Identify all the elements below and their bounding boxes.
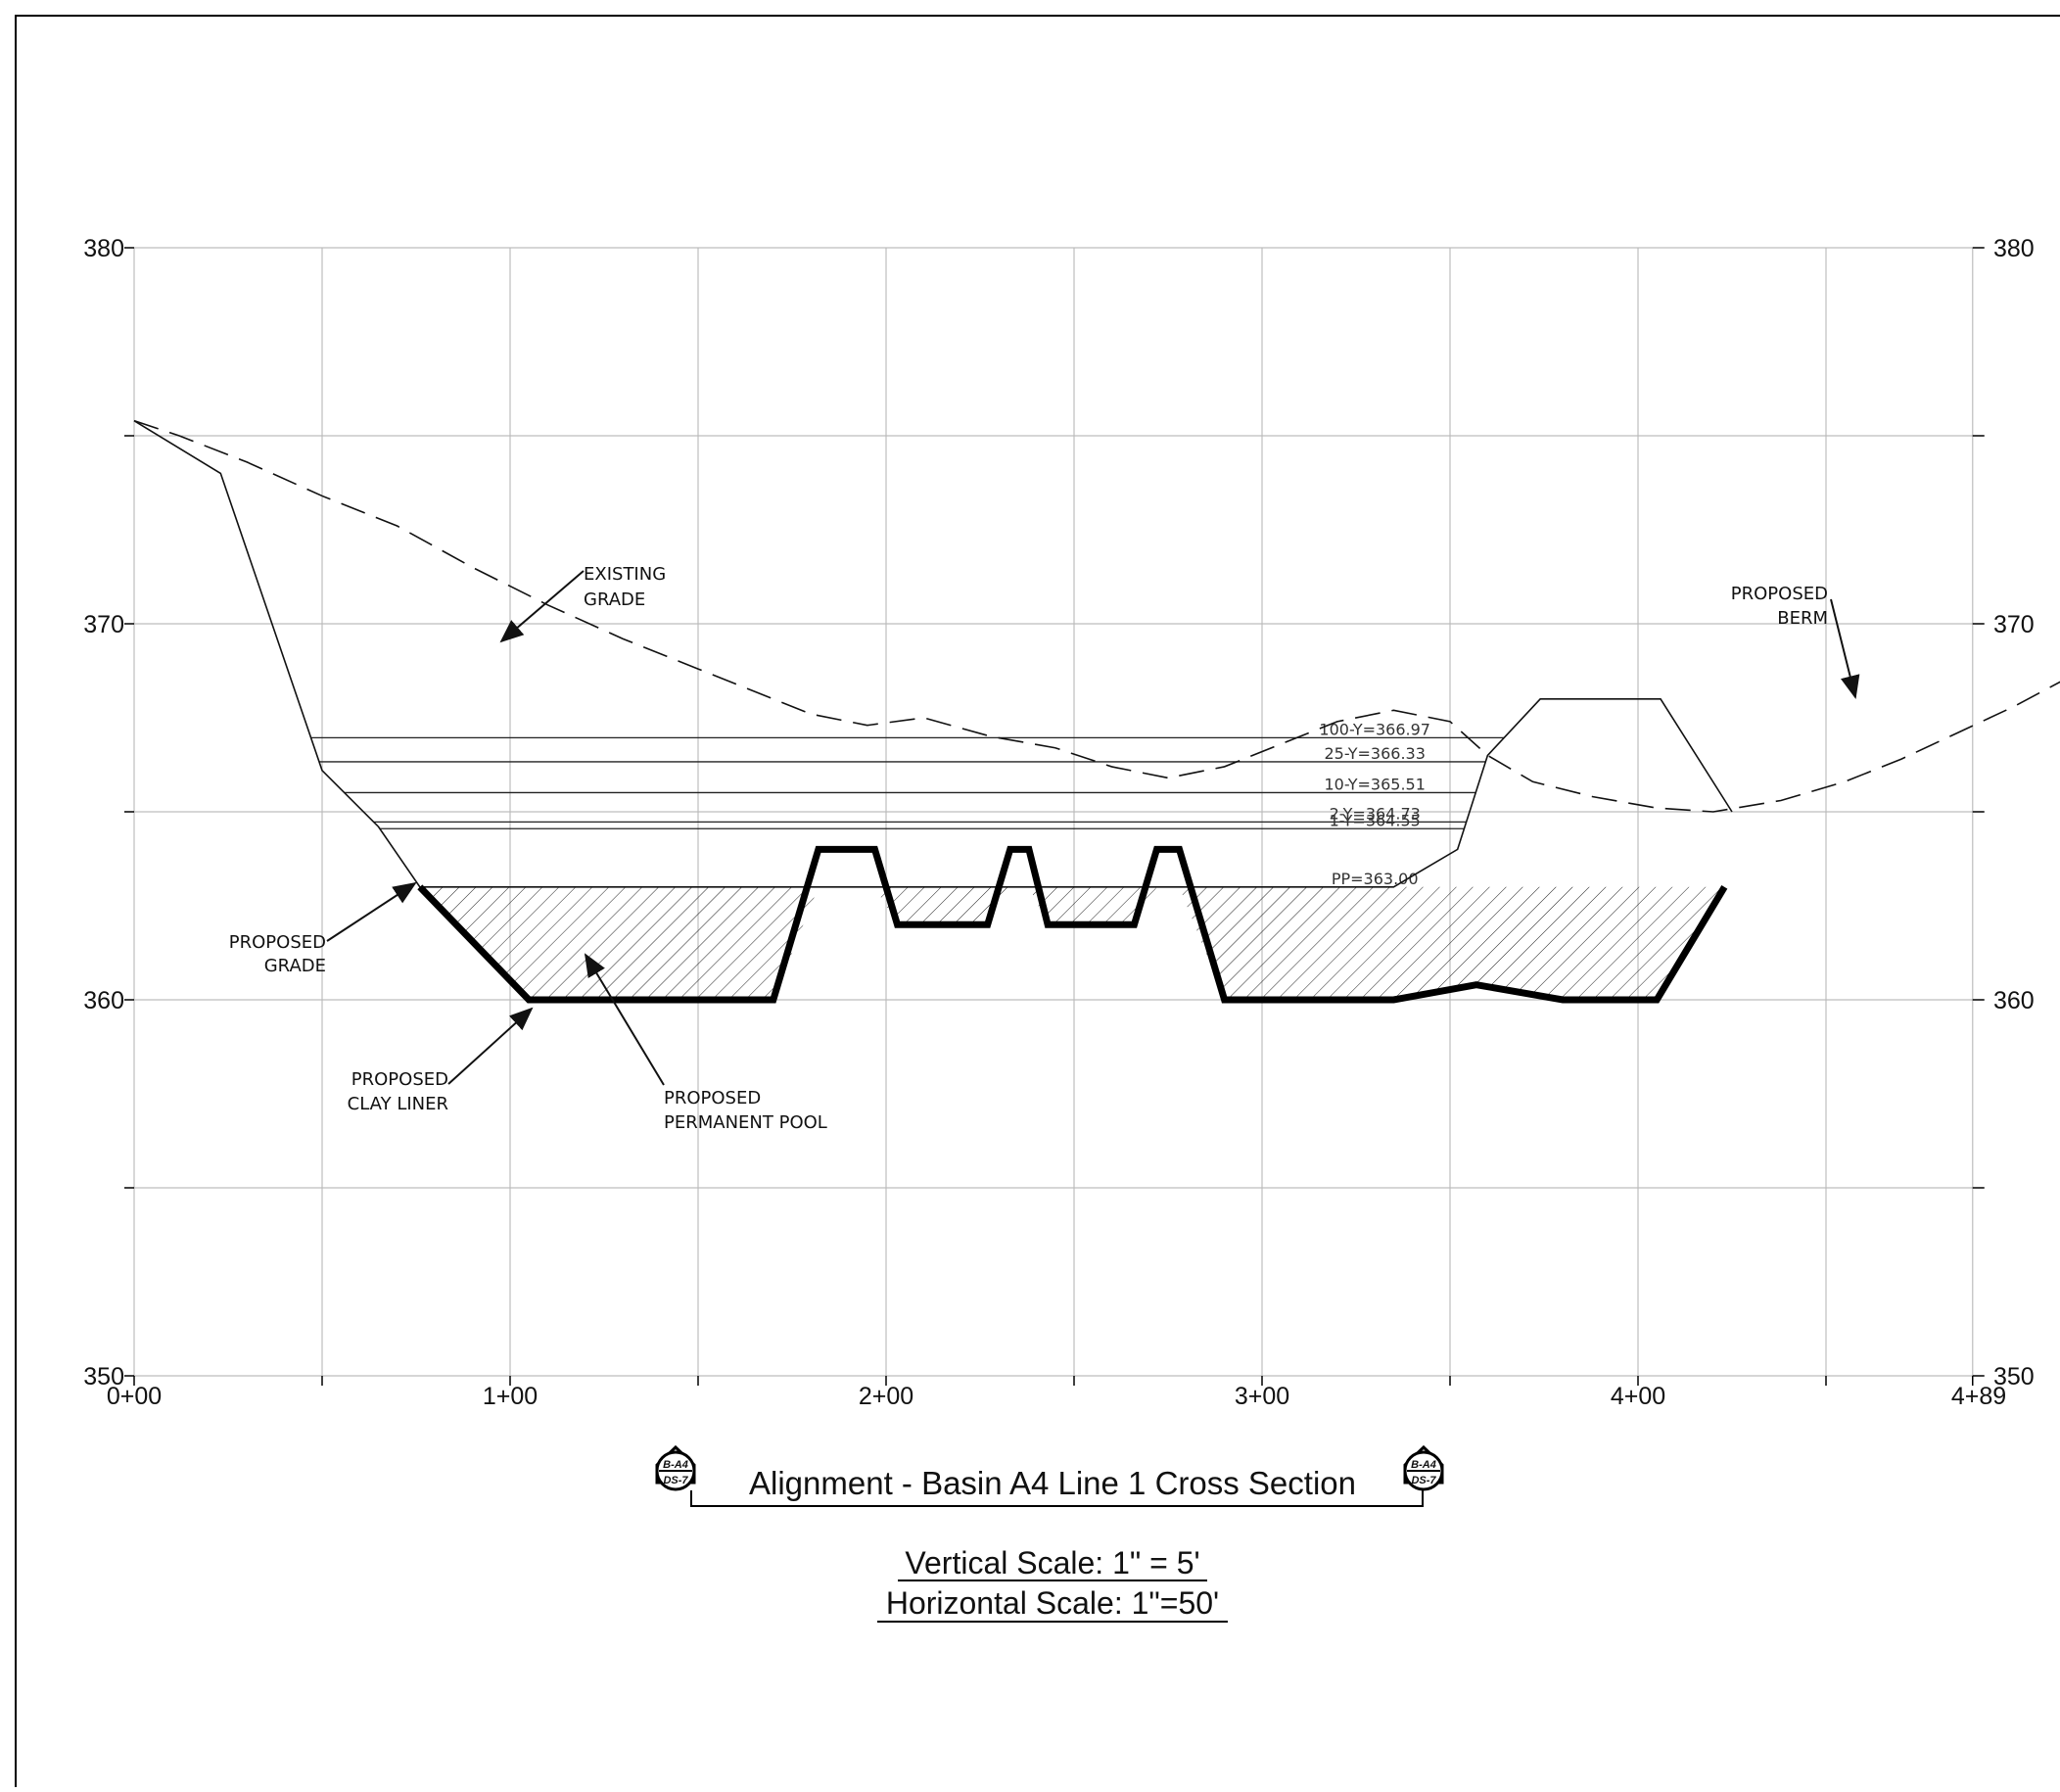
elev-label-360-left: 360 <box>83 987 124 1014</box>
water-level-label: 2-Y=364.73 <box>1330 804 1421 823</box>
proposed-grade-label-line1: PROPOSED <box>229 932 326 953</box>
sheet-border <box>15 15 2060 1792</box>
elev-label-370-right: 370 <box>1993 611 2035 638</box>
station-labels: 0+00 1+00 2+00 3+00 4+00 4+89 <box>107 1383 2006 1410</box>
elev-label-370-left: 370 <box>83 611 124 638</box>
water-level-label: 100-Y=366.97 <box>1319 720 1430 738</box>
section-marker-left-top: B-A4 <box>663 1459 688 1471</box>
existing-grade-label-line1: EXISTING <box>584 564 666 585</box>
water-level-label: 25-Y=366.33 <box>1324 744 1425 763</box>
station-label-100: 1+00 <box>483 1383 538 1410</box>
proposed-berm-label-line2: BERM <box>1777 608 1828 629</box>
water-level-label: PP=363.00 <box>1332 870 1419 888</box>
clay-liner-label-line1: PROPOSED <box>351 1069 448 1090</box>
axis-ticks <box>124 247 1985 1386</box>
section-marker-left: B-A4 DS-7 <box>655 1444 696 1491</box>
elev-label-350-left: 350 <box>83 1363 124 1391</box>
station-label-0: 0+00 <box>107 1383 162 1410</box>
water-level-lines: 100-Y=366.97 25-Y=366.33 10-Y=365.51 2-Y=36… <box>310 720 1505 888</box>
clay-liner-label-line2: CLAY LINER <box>348 1094 448 1114</box>
station-label-200: 2+00 <box>859 1383 913 1410</box>
clay-liner-line <box>417 845 1728 1004</box>
elevation-labels-right: 380 370 360 350 <box>1993 235 2035 1391</box>
section-marker-right-bottom: DS-7 <box>1411 1475 1436 1486</box>
section-marker-left-bottom: DS-7 <box>663 1475 688 1486</box>
callout-proposed-permanent-pool: PROPOSED PERMANENT POOL <box>584 953 827 1133</box>
proposed-grade-label-line2: GRADE <box>264 956 326 976</box>
scale-notes: Vertical Scale: 1" = 5' Horizontal Scale… <box>877 1545 1228 1623</box>
station-label-489: 4+89 <box>1951 1383 2006 1410</box>
elev-label-380-right: 380 <box>1993 235 2035 262</box>
horizontal-scale-note: Horizontal Scale: 1"=50' <box>886 1585 1219 1621</box>
clay-liner-leader <box>447 1007 534 1085</box>
station-label-400: 4+00 <box>1611 1383 1665 1410</box>
callout-proposed-grade: PROPOSED GRADE <box>229 881 417 976</box>
section-marker-right: B-A4 DS-7 <box>1403 1444 1444 1491</box>
section-bracket <box>690 1490 1424 1507</box>
elev-label-350-right: 350 <box>1993 1363 2035 1391</box>
elev-label-360-right: 360 <box>1993 987 2035 1014</box>
existing-grade-line <box>133 419 2060 813</box>
proposed-berm-leader <box>1830 598 1860 699</box>
permanent-pool-hatch <box>419 886 1725 1000</box>
callout-proposed-berm: PROPOSED BERM <box>1731 584 1860 699</box>
permanent-pool-area <box>419 886 1725 1000</box>
section-title: Alignment - Basin A4 Line 1 Cross Sectio… <box>749 1465 1356 1501</box>
section-title-block: B-A4 DS-7 B-A4 DS-7 Alignment - Basin A4… <box>655 1444 1444 1507</box>
elev-label-380-left: 380 <box>83 235 124 262</box>
section-marker-right-top: B-A4 <box>1411 1459 1436 1471</box>
station-label-300: 3+00 <box>1235 1383 1289 1410</box>
water-level-label: 1-Y=364.55 <box>1330 811 1421 829</box>
proposed-grade-leader <box>326 881 417 942</box>
elevation-labels-left: 380 370 360 350 <box>83 235 124 1391</box>
proposed-grade-line <box>133 419 1733 888</box>
profile-lines <box>133 419 2060 1004</box>
callout-proposed-clay-liner: PROPOSED CLAY LINER <box>348 1007 534 1114</box>
permanent-pool-leader <box>584 953 665 1086</box>
callout-existing-grade: EXISTING GRADE <box>499 564 666 643</box>
permanent-pool-label-line2: PERMANENT POOL <box>664 1112 827 1133</box>
permanent-pool-label-line1: PROPOSED <box>664 1088 761 1108</box>
grid <box>133 247 1974 1377</box>
proposed-berm-label-line1: PROPOSED <box>1731 584 1828 604</box>
existing-grade-label-line2: GRADE <box>584 589 645 610</box>
vertical-scale-note: Vertical Scale: 1" = 5' <box>905 1545 1199 1580</box>
water-level-label: 10-Y=365.51 <box>1324 775 1425 793</box>
existing-grade-leader <box>499 570 585 643</box>
